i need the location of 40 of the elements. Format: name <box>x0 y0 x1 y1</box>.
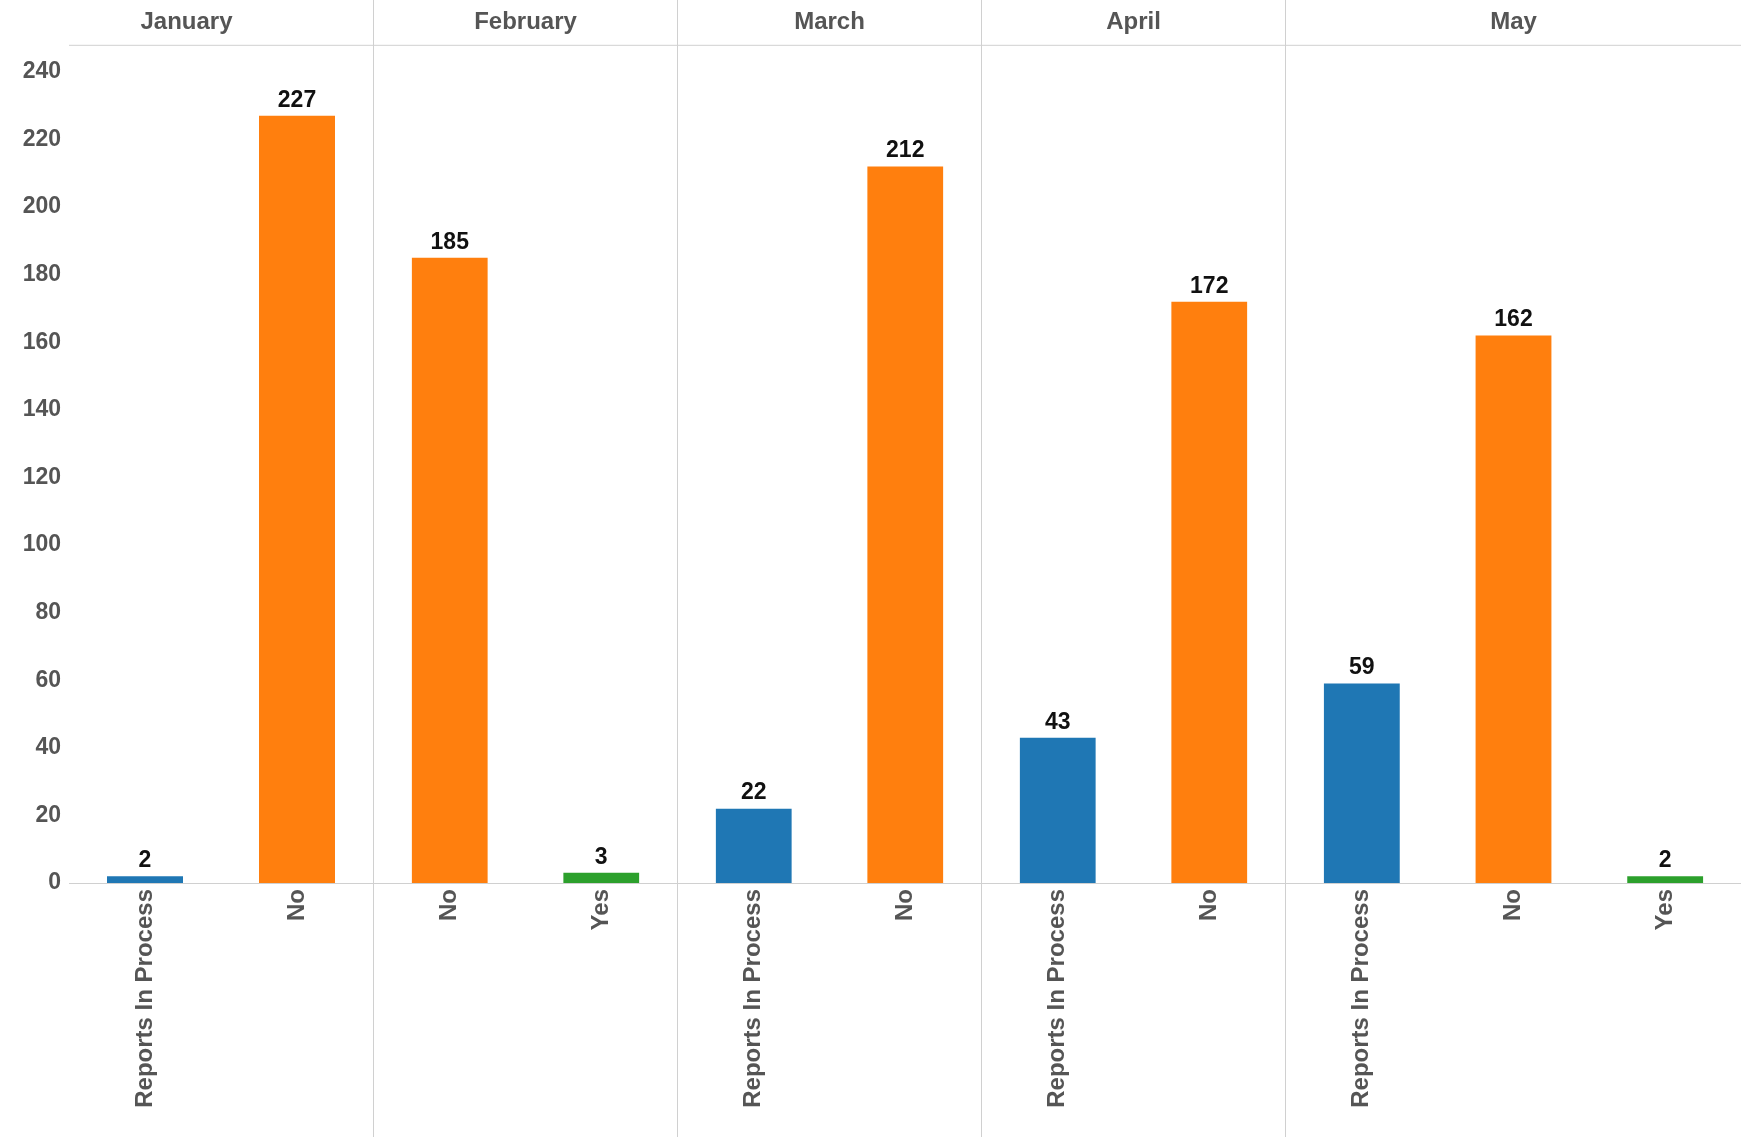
x-tick-label: Yes <box>585 889 613 931</box>
data-label: 162 <box>1494 305 1533 332</box>
data-label: 3 <box>594 842 608 869</box>
x-tick-label: Reports In Process <box>129 889 157 1108</box>
data-label: 212 <box>886 136 925 163</box>
y-tick-label: 240 <box>22 57 61 84</box>
data-label: 227 <box>277 85 317 112</box>
x-tick-label: Reports In Process <box>738 889 766 1108</box>
y-tick-label: 20 <box>35 800 61 827</box>
chart-title: March <box>794 7 865 35</box>
y-tick-label: 220 <box>22 124 61 151</box>
y-tick-label: 180 <box>22 259 61 286</box>
chart-title: April <box>1106 7 1161 35</box>
data-label: 22 <box>740 778 767 805</box>
data-label: 172 <box>1190 271 1229 298</box>
x-tick-label: No <box>1498 889 1526 921</box>
y-tick-label: 160 <box>22 327 61 354</box>
x-tick-label: Reports In Process <box>1346 889 1374 1108</box>
chart-title: February <box>474 7 578 35</box>
x-tick-label: No <box>1193 889 1221 921</box>
y-tick-label: 0 <box>48 868 61 895</box>
data-label: 43 <box>1044 707 1071 734</box>
y-tick-label: 60 <box>35 665 61 692</box>
y-tick-label: 40 <box>35 733 61 760</box>
x-tick-label: No <box>434 889 462 921</box>
data-label: 2 <box>1658 846 1672 873</box>
chart-title: January <box>140 7 234 35</box>
x-tick-label: No <box>889 889 917 921</box>
data-label: 59 <box>1349 653 1375 680</box>
y-tick-label: 100 <box>22 530 61 557</box>
data-label: 185 <box>430 227 470 254</box>
chart-title: May <box>1490 7 1538 35</box>
y-tick-label: 80 <box>35 597 61 624</box>
x-tick-label: No <box>281 889 309 921</box>
x-tick-label: Yes <box>1649 889 1677 931</box>
data-label: 2 <box>138 846 152 873</box>
x-tick-label: Reports In Process <box>1042 889 1070 1108</box>
y-tick-label: 140 <box>22 395 61 422</box>
y-tick-label: 120 <box>22 462 61 489</box>
y-tick-label: 200 <box>22 192 61 219</box>
